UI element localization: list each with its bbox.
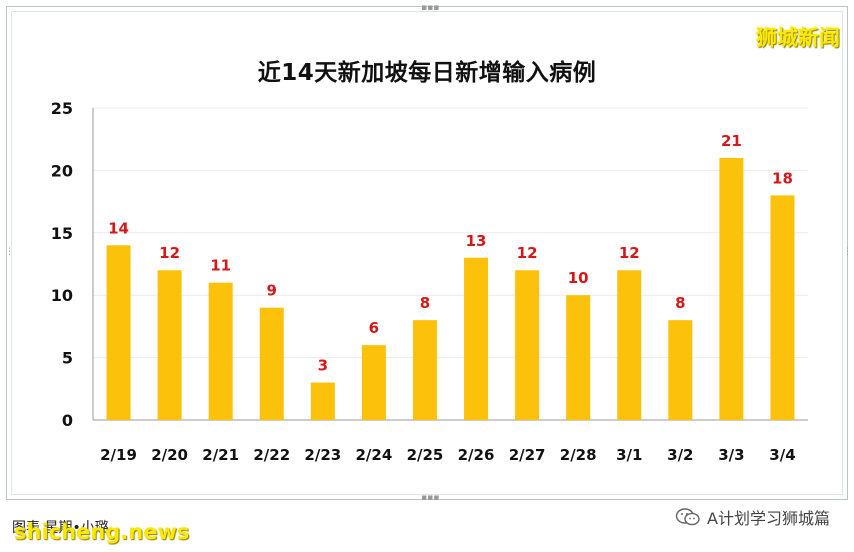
- resize-handle-left[interactable]: ⋮: [5, 247, 14, 257]
- x-tick-label: 2/21: [202, 446, 239, 464]
- resize-handle-top[interactable]: ▪▪▪: [421, 3, 440, 13]
- bar: [310, 382, 335, 420]
- data-label: 9: [267, 282, 277, 300]
- x-tick-label: 3/3: [718, 446, 744, 464]
- data-label: 6: [369, 319, 379, 337]
- x-tick-label: 2/25: [407, 446, 444, 464]
- resize-handle-right[interactable]: ⋮: [843, 247, 852, 257]
- data-label: 11: [210, 257, 231, 275]
- site-watermark: shicheng.news: [14, 520, 190, 544]
- x-tick-label: 2/28: [560, 446, 597, 464]
- bar: [157, 270, 182, 420]
- data-label: 13: [466, 232, 487, 250]
- x-tick-label: 2/20: [151, 446, 188, 464]
- x-tick-label: 3/2: [667, 446, 693, 464]
- data-label: 18: [772, 169, 793, 187]
- bar: [412, 320, 437, 420]
- data-label: 14: [108, 219, 129, 237]
- y-tick-label: 25: [51, 99, 73, 118]
- x-tick-label: 2/26: [458, 446, 495, 464]
- bar: [617, 270, 642, 420]
- account-name: A计划学习狮城篇: [707, 509, 830, 528]
- x-tick-label: 2/24: [355, 446, 392, 464]
- bar: [770, 195, 795, 420]
- x-tick-label: 2/27: [509, 446, 546, 464]
- bar: [566, 295, 591, 420]
- data-label: 12: [159, 244, 180, 262]
- y-tick-label: 5: [62, 349, 73, 368]
- bar: [259, 307, 284, 420]
- wechat-icon: [675, 507, 701, 527]
- account-attribution: A计划学习狮城篇: [675, 505, 830, 529]
- resize-handle-bottom[interactable]: ▪▪▪: [421, 493, 440, 503]
- bar: [515, 270, 540, 420]
- x-tick-label: 2/23: [304, 446, 341, 464]
- data-label: 21: [721, 132, 742, 150]
- y-tick-label: 10: [51, 286, 73, 305]
- bar: [668, 320, 693, 420]
- bar: [361, 345, 386, 420]
- bar: [208, 282, 233, 420]
- data-label: 3: [318, 357, 328, 375]
- data-label: 12: [619, 244, 640, 262]
- x-tick-label: 2/19: [100, 446, 137, 464]
- y-tick-label: 20: [51, 161, 73, 180]
- data-label: 12: [517, 244, 538, 262]
- y-tick-label: 0: [62, 411, 73, 430]
- bar: [464, 257, 489, 420]
- bar: [719, 157, 744, 421]
- data-label: 10: [568, 269, 589, 287]
- x-tick-label: 3/4: [769, 446, 795, 464]
- bar: [106, 245, 131, 420]
- data-label: 8: [675, 294, 685, 312]
- chart-credit: 图表 星期•小璐: [12, 520, 109, 536]
- x-tick-label: 2/22: [253, 446, 290, 464]
- brand-watermark: 狮城新闻: [756, 26, 840, 50]
- chart-title: 近14天新加坡每日新增输入病例: [257, 60, 597, 86]
- chart-area-border: [11, 11, 843, 495]
- y-tick-label: 15: [51, 224, 73, 243]
- data-label: 8: [420, 294, 430, 312]
- x-tick-label: 3/1: [616, 446, 642, 464]
